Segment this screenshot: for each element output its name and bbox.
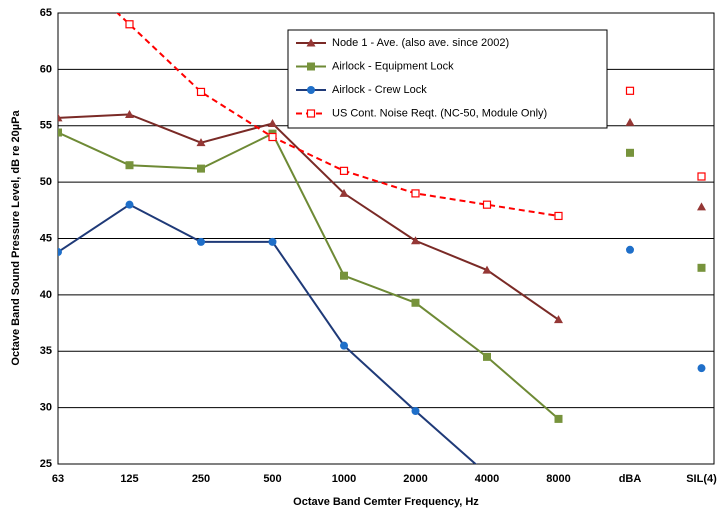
marker [554, 211, 563, 221]
marker [626, 245, 634, 254]
legend-marker [307, 86, 315, 94]
marker [196, 138, 206, 147]
marker [268, 132, 277, 142]
y-tick-label: 40 [40, 289, 52, 301]
x-tick-label: 63 [52, 473, 64, 485]
marker [197, 164, 205, 173]
marker [58, 113, 63, 122]
marker [411, 189, 420, 198]
series-group [58, 13, 706, 464]
marker [697, 202, 706, 211]
marker [625, 86, 635, 95]
y-tick-label: 65 [40, 7, 52, 19]
marker [125, 109, 134, 118]
marker [482, 265, 492, 274]
legend-label: Node 1 - Ave. (also ave. since 2002) [332, 37, 509, 49]
marker [625, 117, 635, 126]
y-axis-title: Octave Band Sound Pressure Level, dB re … [10, 110, 22, 366]
legend-marker [306, 109, 316, 118]
x-tick-label: 2000 [403, 473, 427, 485]
marker [483, 352, 491, 361]
marker [339, 188, 349, 197]
y-tick-label: 30 [40, 402, 52, 414]
marker [125, 20, 134, 29]
x-tick-label: 500 [263, 473, 281, 485]
marker [482, 200, 492, 209]
marker [340, 341, 348, 350]
marker [268, 118, 277, 127]
marker [697, 263, 706, 272]
x-tick-label: dBA [619, 473, 642, 485]
legend-marker [306, 38, 316, 47]
marker [411, 298, 420, 307]
marker [58, 128, 62, 137]
legend-marker [307, 62, 315, 71]
marker [58, 248, 62, 257]
marker [411, 236, 420, 245]
series-line [58, 113, 560, 321]
y-tick-label: 60 [40, 63, 52, 75]
x-tick-label: 250 [192, 473, 210, 485]
y-tick-label: 25 [40, 458, 52, 470]
marker [626, 148, 634, 157]
legend-label: Airlock - Crew Lock [332, 84, 427, 96]
series-line [58, 131, 560, 420]
series-line [116, 13, 559, 217]
marker [411, 407, 420, 416]
marker [125, 161, 134, 170]
marker [340, 271, 348, 280]
y-tick-label: 50 [40, 176, 52, 188]
legend-box [287, 29, 608, 129]
y-tick-label: 45 [40, 232, 52, 244]
x-tick-label: 1000 [332, 473, 356, 485]
marker [196, 87, 206, 97]
x-tick-label: 8000 [546, 473, 570, 485]
y-tick-label: 55 [40, 120, 52, 132]
marker [197, 237, 205, 246]
y-tick-label: 35 [40, 345, 52, 357]
marker [697, 364, 706, 373]
x-tick-label: 125 [120, 473, 138, 485]
marker [339, 166, 349, 175]
legend-label: Airlock - Equipment Lock [332, 60, 454, 72]
legend-label: US Cont. Noise Reqt. (NC-50, Module Only… [332, 107, 547, 119]
marker [554, 414, 563, 423]
marker [697, 172, 706, 181]
marker [268, 237, 277, 246]
marker [554, 315, 563, 324]
x-tick-label: 4000 [475, 473, 499, 485]
marker [125, 200, 134, 209]
x-tick-label: SIL(4) [686, 473, 717, 485]
legend: Node 1 - Ave. (also ave. since 2002) Airl… [287, 29, 608, 129]
x-axis-title: Octave Band Cemter Frequency, Hz [293, 496, 479, 508]
